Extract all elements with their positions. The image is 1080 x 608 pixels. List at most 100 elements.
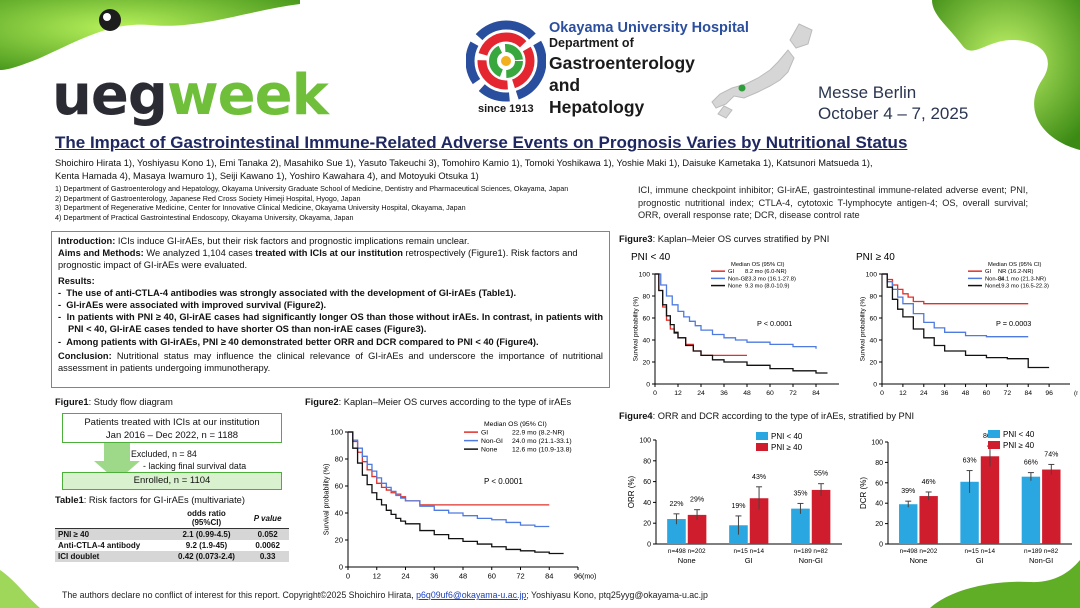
introduction-paragraph: Introduction: ICIs induce GI-irAEs, but … (58, 235, 603, 247)
bar-gi (980, 456, 1000, 544)
x-tick-label: 0 (880, 390, 884, 397)
bar-non-gi (1042, 469, 1061, 544)
y-tick-label: 60 (875, 480, 883, 487)
km-curve-non-gi (655, 273, 817, 349)
bar-non-gi (811, 489, 831, 544)
result-item-1: - The use of anti-CTLA-4 antibodies was … (58, 287, 517, 298)
legend-label: None (985, 284, 999, 290)
y-tick-label: 20 (643, 521, 651, 528)
abstract-box: Introduction: ICIs induce GI-irAEs, but … (51, 231, 610, 388)
green-lizard-right-illustration (932, 0, 1080, 150)
aims-text-a: We analyzed 1,104 cases (143, 248, 256, 259)
x-tick-label: 84 (1024, 390, 1032, 397)
table1-caption-text: : Risk factors for GI-irAEs (multivariat… (83, 495, 245, 505)
x-tick-label: 84 (545, 572, 553, 581)
department-name-line2: and (549, 75, 581, 95)
result-item-4: - Among patients with GI-irAEs, PNI ≥ 40… (58, 336, 539, 347)
y-tick-label: 0 (647, 541, 651, 548)
author-email-link[interactable]: p6q09uf6@okayama-u.ac.jp (416, 590, 527, 600)
x-tick-label: 72 (1004, 390, 1012, 397)
results-list: - The use of anti-CTLA-4 antibodies was … (58, 287, 603, 348)
affiliation-3: 3) Department of Regenerative Medicine, … (55, 203, 466, 213)
category-label: Non-GI (1029, 556, 1053, 565)
y-tick-label: 60 (869, 315, 877, 322)
y-tick-label: 60 (642, 315, 650, 322)
x-tick-label: 12 (674, 390, 682, 397)
venue-and-dates: Messe Berlin October 4 – 7, 2025 (818, 82, 968, 124)
y-tick-label: 80 (643, 458, 651, 465)
category-label: GI (745, 556, 753, 565)
x-tick-label: 36 (941, 390, 949, 397)
legend-label: Non-GI (728, 276, 747, 282)
category-label: None (678, 556, 696, 565)
category-count-label: n=498 n=202 (668, 548, 706, 555)
y-tick-label: 60 (643, 479, 651, 486)
p-value-annotation: P < 0.0001 (484, 477, 523, 486)
y-tick-label: 40 (643, 500, 651, 507)
excluded-line2: - lacking final survival data (143, 461, 247, 471)
bar-non-gi (791, 508, 810, 544)
x-tick-label: 0 (346, 572, 350, 581)
km-curve-gi (882, 273, 1029, 305)
category-count-label: n=189 n=82 (1024, 548, 1059, 555)
legend-label: PNI < 40 (1003, 430, 1035, 439)
y-axis-label: Survival probability (%) (324, 464, 331, 536)
legend-swatch (988, 430, 1000, 438)
poster-title: The Impact of Gastrointestinal Immune-Re… (55, 133, 908, 152)
legend-title: Median OS (95% CI) (731, 262, 785, 268)
legend-label: Non-GI (481, 438, 503, 445)
legend-stat: 19.3 mo (16.5-22.3) (998, 284, 1049, 290)
x-tick-label: 24 (697, 390, 705, 397)
x-tick-label: 60 (983, 390, 991, 397)
affiliation-2: 2) Department of Gastroenterology, Japan… (55, 193, 361, 203)
legend-swatch (756, 432, 768, 440)
legend-label: GI (728, 269, 735, 275)
table-cell-or: 0.42 (0.073-2.4) (166, 551, 247, 562)
table1-label: Table1 (55, 495, 84, 505)
footer-text-b: ; Yoshiyasu Kono, ptq25yyg@okayama-u.ac.… (526, 590, 708, 600)
figure4-orr-bar-chart: 0 20 40 60 80 100 ORR (%) 22% 29% n=498 n=202None… (627, 432, 842, 565)
bar-none (667, 519, 686, 544)
venue-name: Messe Berlin (818, 83, 917, 102)
y-axis-label: Survival probability (%) (632, 297, 639, 361)
legend-label: PNI < 40 (771, 432, 803, 441)
figure1-caption: Figure1: Study flow diagram (55, 397, 173, 407)
footer-disclosure: The authors declare no conflict of inter… (62, 590, 708, 600)
hospital-name: Okayama University Hospital (549, 20, 749, 36)
legend-stat: NR (16.2-NR) (998, 269, 1033, 275)
bar-none (899, 504, 918, 544)
table-row: PNI ≥ 40 2.1 (0.99-4.5) 0.052 (55, 528, 289, 540)
legend-label: PNI ≥ 40 (771, 443, 803, 452)
legend-label: GI (985, 269, 992, 275)
p-value-annotation: P < 0.0001 (757, 319, 792, 328)
footer-text-a: The authors declare no conflict of inter… (62, 590, 417, 600)
flow-box-enrolled: Enrolled, n = 1104 (62, 472, 282, 490)
flow-box-treated: Patients treated with ICIs at our instit… (62, 413, 282, 443)
legend-title: Median OS (95% CI) (484, 421, 547, 428)
risk-factor-table: odds ratio (95%CI) P value PNI ≥ 40 2.1 (… (55, 508, 289, 562)
table-header-factor (55, 508, 167, 529)
x-tick-label: 24 (920, 390, 928, 397)
flow-box-treated-line1: Patients treated with ICIs at our instit… (84, 417, 260, 428)
affiliation-1: 1) Department of Gastroenterology and He… (55, 184, 569, 193)
y-tick-label: 60 (335, 482, 343, 491)
author-list: Shoichiro Hirata 1), Yoshiyasu Kono 1), … (55, 157, 935, 183)
aims-text-c: retrospectively (Figure1). Risk factors … (58, 248, 578, 271)
legend-stat: 8.2 mo (6.0-NR) (745, 269, 787, 275)
table-cell-p: 0.052 (246, 528, 289, 540)
department-name-line1: Gastroenterology (549, 53, 695, 73)
department-name-line3: Hepatology (549, 97, 645, 117)
legend-label: GI (481, 430, 488, 437)
green-lizard-bottom-left-illustration (0, 570, 40, 608)
legend-stat: 22.9 mo (8.2-NR) (512, 430, 565, 437)
since-year-label: since 1913 (478, 103, 534, 115)
abbreviations: ICI, immune checkpoint inhibitor; GI-irA… (638, 185, 1028, 220)
km-curve-none (348, 431, 564, 555)
x-tick-label: 36 (430, 572, 438, 581)
bar-value-label: 74% (1044, 451, 1058, 458)
legend-swatch (756, 443, 768, 451)
department-label: Department of (549, 36, 634, 50)
affiliations: 1) Department of Gastroenterology and He… (55, 184, 568, 222)
figure3-caption-text: : Kaplan–Meier OS curves stratified by P… (652, 234, 830, 244)
bar-value-label: 43% (752, 474, 766, 481)
